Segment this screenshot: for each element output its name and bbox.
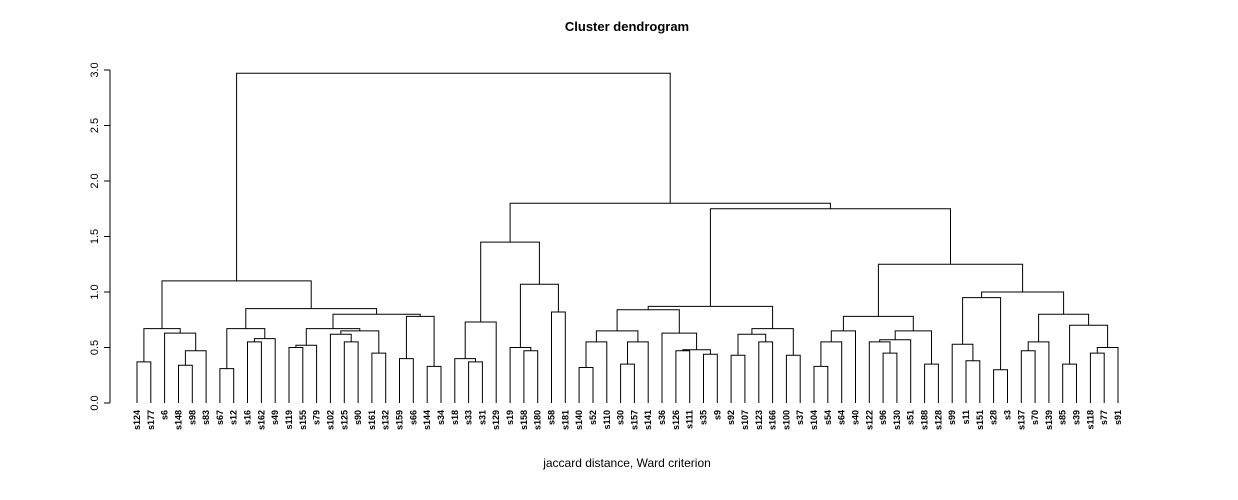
leaf-label: s90 [353, 410, 363, 425]
leaf-label: s70 [1030, 410, 1040, 425]
leaf-label: s188 [920, 410, 930, 430]
leaf-label: s181 [560, 410, 570, 430]
x-axis-label: jaccard distance, Ward criterion [542, 456, 711, 470]
leaf-label: s77 [1099, 410, 1109, 425]
leaf-label: s100 [781, 410, 791, 430]
leaf-label: s98 [187, 410, 197, 425]
y-tick-label: 2.5 [89, 118, 101, 133]
chart-title: Cluster dendrogram [565, 19, 689, 34]
leaf-label: s36 [657, 410, 667, 425]
leaf-label: s18 [450, 410, 460, 425]
leaf-label: s125 [339, 410, 349, 430]
leaf-label: s104 [809, 410, 819, 430]
y-tick-label: 0.0 [89, 395, 101, 410]
leaf-label: s83 [201, 410, 211, 425]
leaf-labels: s124 s177 s6 s148 s98 s83 s67 s12 s16 s162 s49 s119… [132, 410, 1123, 430]
leaf-label: s11 [961, 410, 971, 425]
y-tick-label: 1.0 [89, 284, 101, 299]
leaf-label: s12 [229, 410, 239, 425]
leaf-label: s40 [850, 410, 860, 425]
leaf-label: s132 [381, 410, 391, 430]
leaf-label: s28 [989, 410, 999, 425]
leaf-label: s6 [160, 410, 170, 420]
leaf-label: s111 [685, 410, 695, 429]
leaf-label: s126 [671, 410, 681, 430]
leaf-label: s155 [298, 410, 308, 430]
leaf-label: s35 [698, 410, 708, 425]
leaf-label: s67 [215, 410, 225, 425]
leaf-label: s96 [878, 410, 888, 425]
leaf-label: s130 [892, 410, 902, 430]
y-axis-line [104, 69, 111, 404]
leaf-label: s158 [519, 410, 529, 430]
leaf-label: s151 [975, 410, 985, 430]
dendrogram-links [136, 72, 1119, 403]
leaf-label: s137 [1016, 410, 1026, 430]
leaf-label: s119 [284, 410, 294, 430]
leaf-label: s157 [629, 410, 639, 430]
leaf-label: s177 [146, 410, 156, 430]
leaf-label: s19 [505, 410, 515, 425]
y-tick-label: 2.0 [89, 173, 101, 188]
leaf-label: s51 [906, 410, 916, 425]
leaf-label: s144 [422, 410, 432, 430]
leaf-label: s102 [325, 410, 335, 430]
leaf-label: s30 [616, 410, 626, 425]
leaf-label: s139 [1044, 410, 1054, 430]
leaf-label: s58 [547, 410, 557, 425]
leaf-label: s128 [933, 410, 943, 430]
y-axis: 0.0 0.5 1.0 1.5 2.0 2.5 3.0 [89, 62, 111, 411]
leaf-label: s91 [1113, 410, 1123, 425]
leaf-label: s110 [602, 410, 612, 430]
leaf-label: s107 [740, 410, 750, 430]
leaf-label: s129 [491, 410, 501, 430]
leaf-label: s66 [408, 410, 418, 425]
leaf-label: s161 [367, 410, 377, 430]
leaf-label: s118 [1085, 410, 1095, 430]
leaf-label: s124 [132, 410, 142, 430]
leaf-label: s39 [1072, 410, 1082, 425]
leaf-label: s49 [270, 410, 280, 425]
leaf-label: s9 [712, 410, 722, 420]
leaf-label: s33 [464, 410, 474, 425]
leaf-label: s180 [533, 410, 543, 430]
leaf-label: s85 [1058, 410, 1068, 425]
leaf-label: s37 [795, 410, 805, 425]
leaf-label: s92 [726, 410, 736, 425]
leaf-label: s148 [173, 410, 183, 430]
leaf-label: s52 [588, 410, 598, 425]
leaf-label: s64 [837, 410, 847, 425]
leaf-label: s141 [643, 410, 653, 430]
leaf-label: s31 [477, 410, 487, 425]
leaf-label: s140 [574, 410, 584, 430]
y-tick-label: 0.5 [89, 340, 101, 355]
leaf-label: s123 [754, 410, 764, 430]
y-tick-label: 1.5 [89, 229, 101, 244]
leaf-label: s166 [768, 410, 778, 430]
leaf-label: s16 [243, 410, 253, 425]
dendrogram-link-lines [136, 72, 1119, 403]
leaf-label: s159 [395, 410, 405, 430]
y-tick-label: 3.0 [89, 62, 101, 77]
leaf-label: s34 [436, 410, 446, 425]
leaf-label: s162 [256, 410, 266, 430]
leaf-label: s99 [947, 410, 957, 425]
leaf-label: s3 [1002, 410, 1012, 420]
leaf-label: s79 [312, 410, 322, 425]
leaf-label: s54 [823, 410, 833, 425]
leaf-label: s122 [864, 410, 874, 430]
